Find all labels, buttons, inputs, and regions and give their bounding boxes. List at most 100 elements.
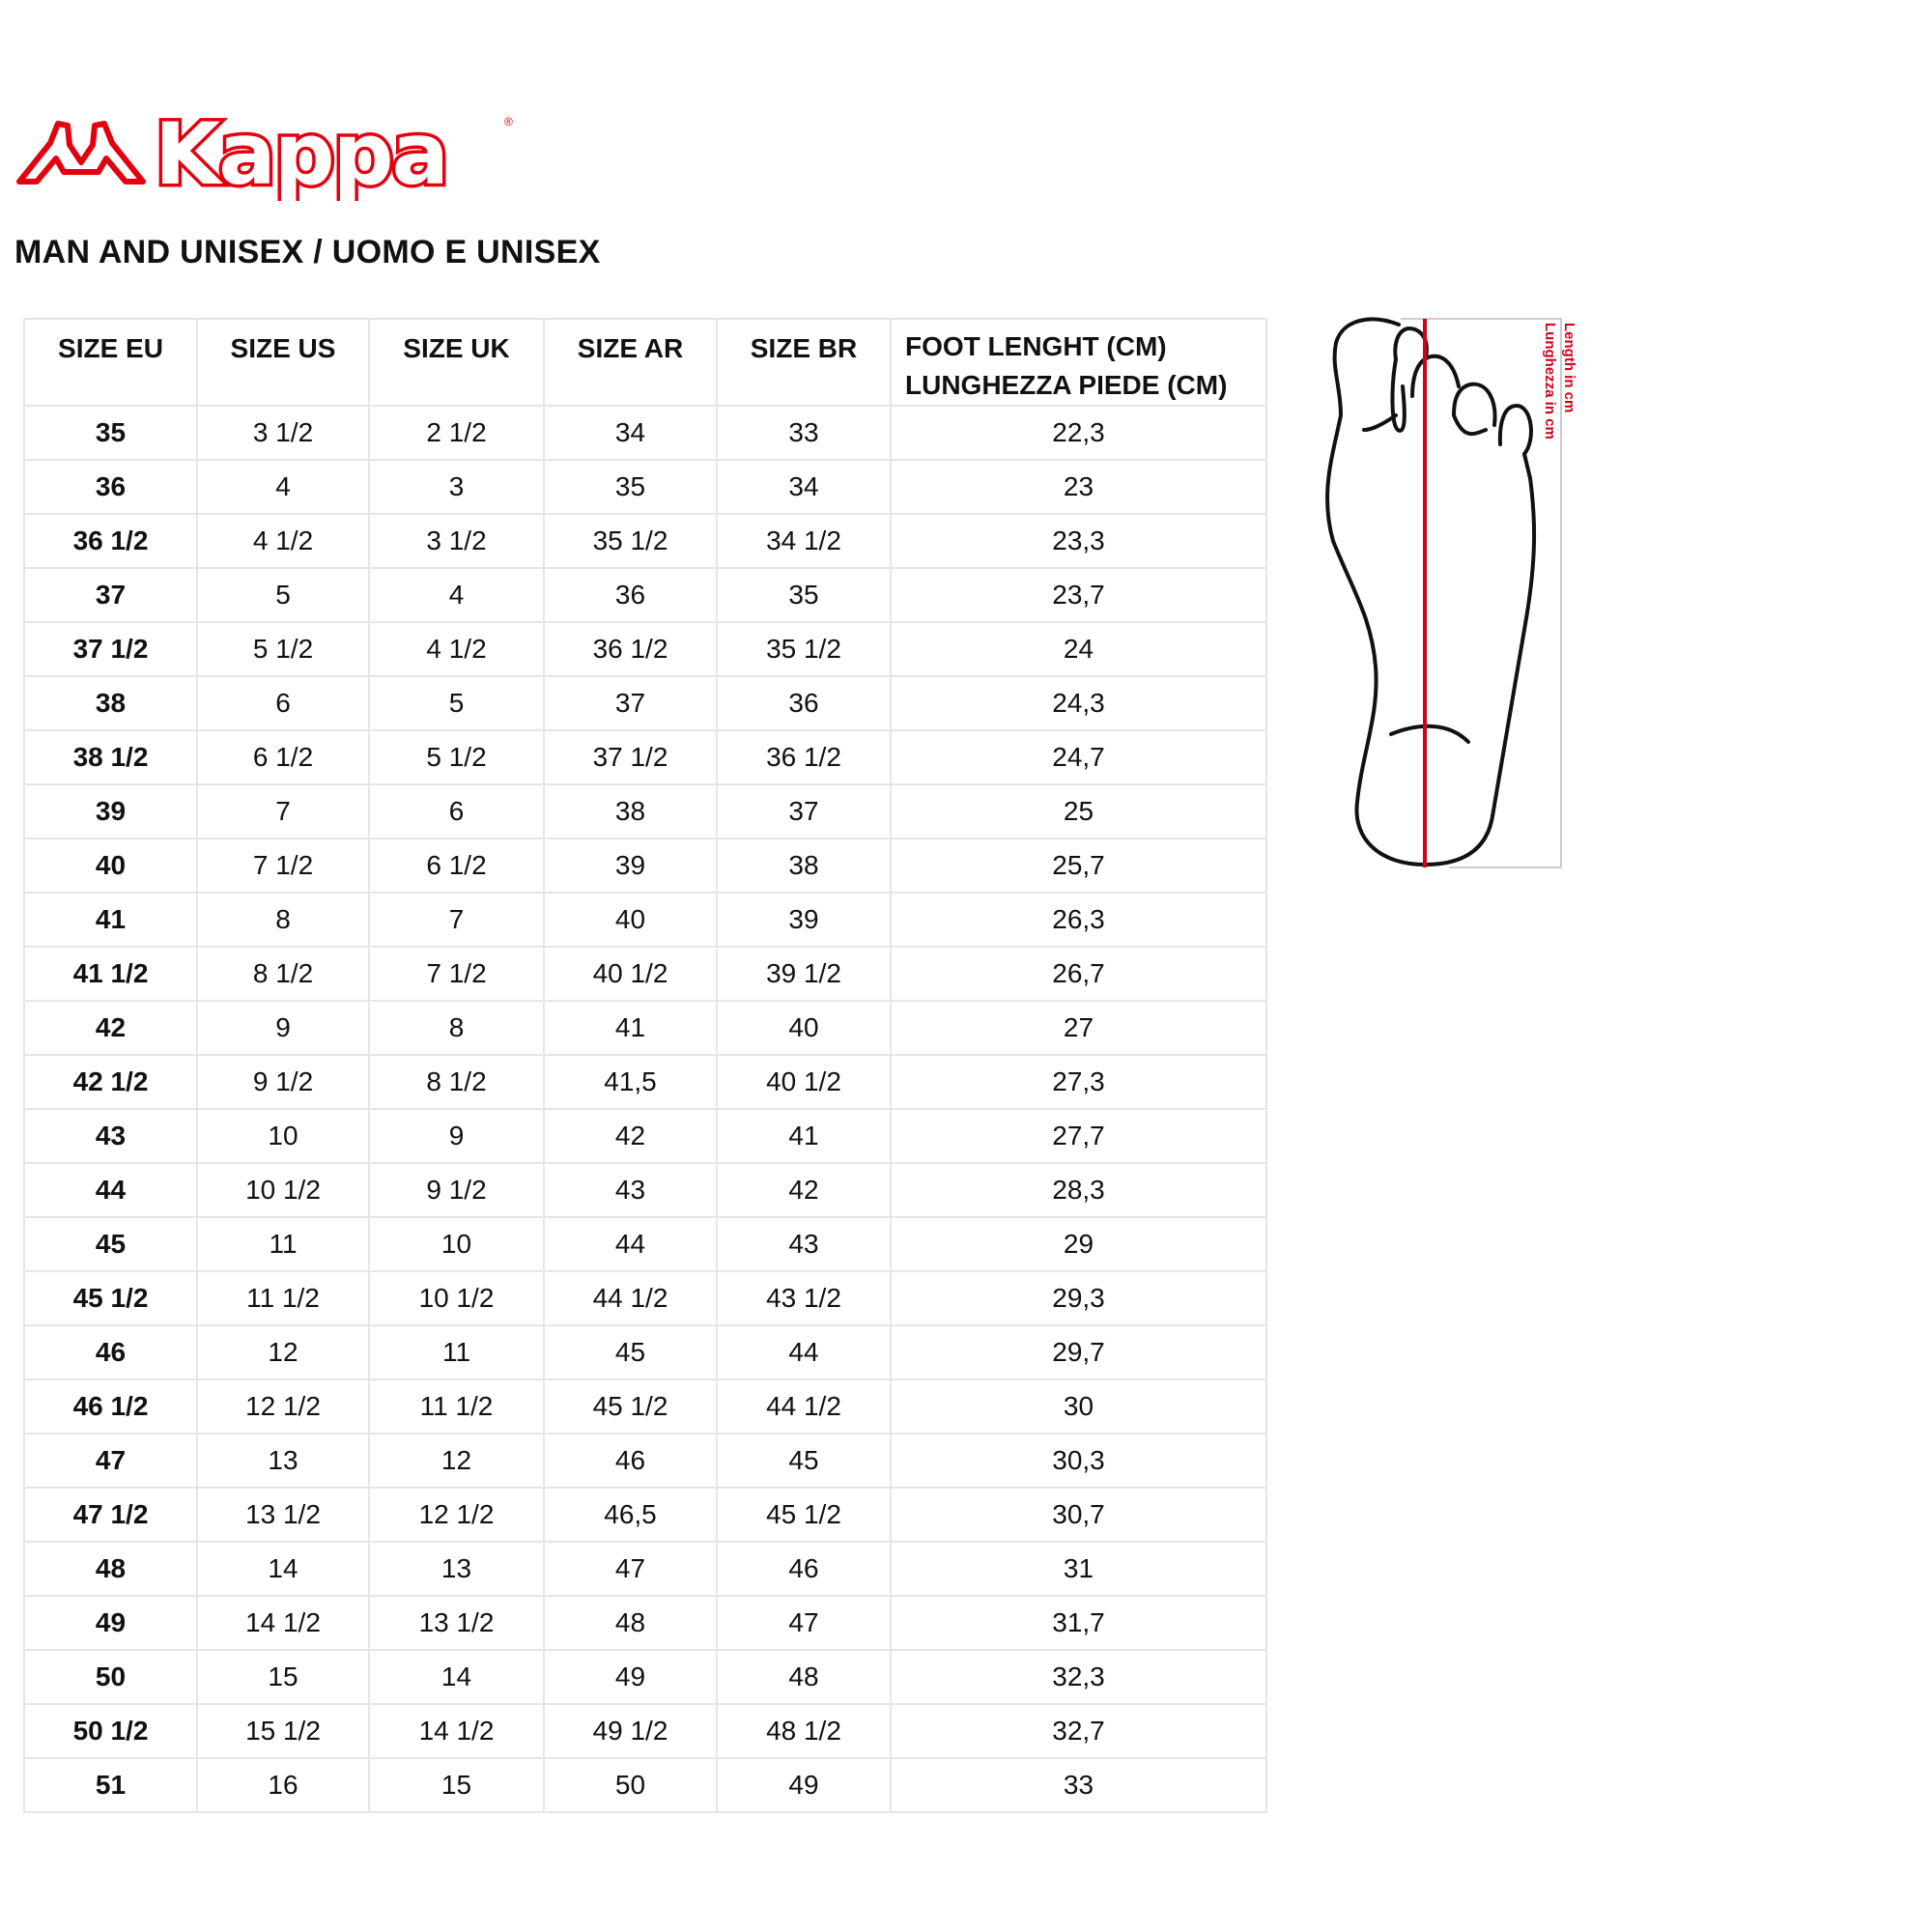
table-row: 46 1/2 12 1/2 11 1/2 45 1/2 44 1/2 30 [23, 1378, 1267, 1435]
cell-size-br: 39 1/2 [716, 946, 892, 1002]
cell-size-us: 4 [196, 459, 370, 515]
cell-size-uk: 12 [368, 1433, 545, 1489]
cell-size-eu: 42 1/2 [23, 1054, 198, 1110]
cell-size-br: 45 1/2 [716, 1487, 892, 1543]
cell-size-eu: 45 [23, 1216, 198, 1272]
cell-size-ar: 41,5 [543, 1054, 718, 1110]
cell-size-ar: 35 1/2 [543, 513, 718, 569]
cell-size-br: 48 [716, 1649, 892, 1705]
cell-size-us: 8 1/2 [196, 946, 370, 1002]
cell-size-eu: 42 [23, 1000, 198, 1056]
cell-foot-length: 27,7 [890, 1108, 1267, 1164]
cell-size-uk: 4 1/2 [368, 621, 545, 677]
table-row: 36 1/2 4 1/2 3 1/2 35 1/2 34 1/2 23,3 [23, 513, 1267, 569]
table-row: 38 6 5 37 36 24,3 [23, 675, 1267, 731]
table-row: 50 15 14 49 48 32,3 [23, 1649, 1267, 1705]
cell-foot-length: 33 [890, 1757, 1267, 1813]
cell-size-ar: 40 1/2 [543, 946, 718, 1002]
cell-size-us: 3 1/2 [196, 405, 370, 461]
header-size-eu: SIZE EU [23, 318, 198, 407]
cell-size-br: 47 [716, 1595, 892, 1651]
cell-foot-length: 26,7 [890, 946, 1267, 1002]
cell-size-ar: 42 [543, 1108, 718, 1164]
cell-size-eu: 47 1/2 [23, 1487, 198, 1543]
cell-size-us: 9 1/2 [196, 1054, 370, 1110]
cell-size-us: 6 1/2 [196, 729, 370, 785]
cell-foot-length: 30 [890, 1378, 1267, 1435]
cell-size-uk: 3 [368, 459, 545, 515]
cell-foot-length: 31 [890, 1541, 1267, 1597]
length-label-it: Lunghezza in cm [1542, 323, 1558, 440]
cell-size-ar: 45 [543, 1324, 718, 1380]
foot-outline-icon [1325, 317, 1537, 867]
cell-foot-length: 29 [890, 1216, 1267, 1272]
table-row: 49 14 1/2 13 1/2 48 47 31,7 [23, 1595, 1267, 1651]
cell-size-ar: 44 [543, 1216, 718, 1272]
header-size-uk: SIZE UK [368, 318, 545, 407]
table-row: 43 10 9 42 41 27,7 [23, 1108, 1267, 1164]
cell-foot-length: 31,7 [890, 1595, 1267, 1651]
cell-size-ar: 43 [543, 1162, 718, 1218]
cell-size-uk: 15 [368, 1757, 545, 1813]
table-header-row: SIZE EU SIZE US SIZE UK SIZE AR SIZE BR … [23, 318, 1267, 407]
cell-size-ar: 46,5 [543, 1487, 718, 1543]
cell-foot-length: 28,3 [890, 1162, 1267, 1218]
cell-foot-length: 29,3 [890, 1270, 1267, 1326]
cell-size-br: 34 [716, 459, 892, 515]
cell-size-uk: 10 [368, 1216, 545, 1272]
cell-foot-length: 25 [890, 783, 1267, 839]
table-row: 50 1/2 15 1/2 14 1/2 49 1/2 48 1/2 32,7 [23, 1703, 1267, 1759]
header-foot-length: FOOT LENGHT (CM) LUNGHEZZA PIEDE (CM) [890, 318, 1267, 407]
cell-size-eu: 50 1/2 [23, 1703, 198, 1759]
cell-size-ar: 47 [543, 1541, 718, 1597]
table-row: 48 14 13 47 46 31 [23, 1541, 1267, 1597]
cell-size-ar: 37 [543, 675, 718, 731]
cell-foot-length: 30,3 [890, 1433, 1267, 1489]
table-row: 45 11 10 44 43 29 [23, 1216, 1267, 1272]
cell-foot-length: 30,7 [890, 1487, 1267, 1543]
table-row: 42 1/2 9 1/2 8 1/2 41,5 40 1/2 27,3 [23, 1054, 1267, 1110]
cell-size-eu: 50 [23, 1649, 198, 1705]
table-row: 37 1/2 5 1/2 4 1/2 36 1/2 35 1/2 24 [23, 621, 1267, 677]
cell-size-br: 43 1/2 [716, 1270, 892, 1326]
cell-size-br: 48 1/2 [716, 1703, 892, 1759]
cell-size-br: 46 [716, 1541, 892, 1597]
cell-size-eu: 40 [23, 838, 198, 894]
cell-size-us: 7 [196, 783, 370, 839]
cell-size-br: 34 1/2 [716, 513, 892, 569]
table-row: 41 8 7 40 39 26,3 [23, 892, 1267, 948]
cell-size-br: 39 [716, 892, 892, 948]
cell-size-eu: 44 [23, 1162, 198, 1218]
table-row: 36 4 3 35 34 23 [23, 459, 1267, 515]
table-row: 37 5 4 36 35 23,7 [23, 567, 1267, 623]
cell-size-ar: 46 [543, 1433, 718, 1489]
cell-size-ar: 40 [543, 892, 718, 948]
cell-foot-length: 22,3 [890, 405, 1267, 461]
cell-size-br: 40 [716, 1000, 892, 1056]
cell-size-eu: 38 1/2 [23, 729, 198, 785]
cell-size-uk: 10 1/2 [368, 1270, 545, 1326]
cell-foot-length: 29,7 [890, 1324, 1267, 1380]
header-size-us: SIZE US [196, 318, 370, 407]
cell-size-eu: 43 [23, 1108, 198, 1164]
table-row: 47 13 12 46 45 30,3 [23, 1433, 1267, 1489]
table-row: 46 12 11 45 44 29,7 [23, 1324, 1267, 1380]
cell-size-ar: 39 [543, 838, 718, 894]
cell-size-br: 35 1/2 [716, 621, 892, 677]
cell-size-eu: 36 1/2 [23, 513, 198, 569]
cell-size-uk: 14 1/2 [368, 1703, 545, 1759]
cell-size-ar: 38 [543, 783, 718, 839]
cell-size-br: 36 [716, 675, 892, 731]
cell-size-br: 36 1/2 [716, 729, 892, 785]
kappa-omini-icon [16, 121, 146, 185]
cell-size-us: 14 1/2 [196, 1595, 370, 1651]
cell-size-ar: 34 [543, 405, 718, 461]
cell-size-br: 49 [716, 1757, 892, 1813]
cell-size-eu: 39 [23, 783, 198, 839]
cell-size-us: 16 [196, 1757, 370, 1813]
kappa-logo: Kappa ® [16, 104, 513, 201]
cell-size-br: 40 1/2 [716, 1054, 892, 1110]
table-row: 47 1/2 13 1/2 12 1/2 46,5 45 1/2 30,7 [23, 1487, 1267, 1543]
header-size-br: SIZE BR [716, 318, 892, 407]
cell-size-uk: 9 1/2 [368, 1162, 545, 1218]
